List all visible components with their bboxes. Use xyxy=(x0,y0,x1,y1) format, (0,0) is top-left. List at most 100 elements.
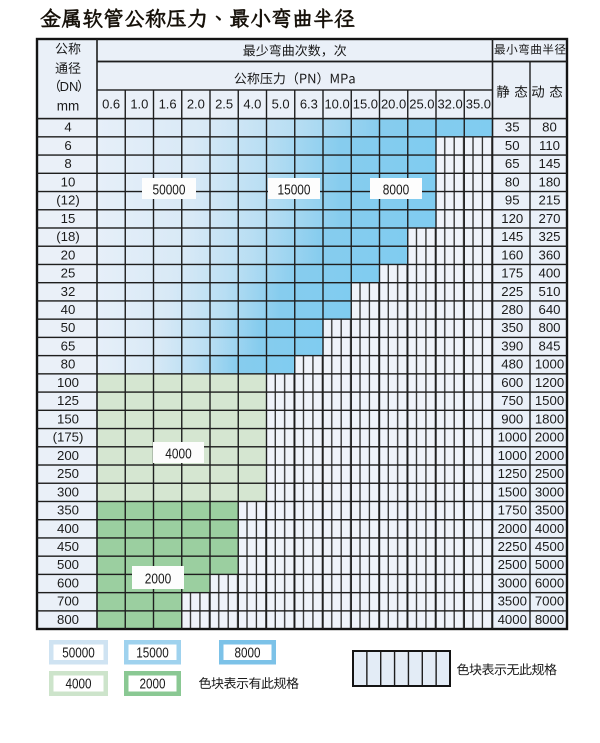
svg-text:8000: 8000 xyxy=(535,612,564,627)
svg-text:225: 225 xyxy=(501,284,523,299)
svg-text:4000: 4000 xyxy=(165,447,191,463)
svg-text:15.0: 15.0 xyxy=(353,96,378,111)
svg-text:1500: 1500 xyxy=(535,393,564,408)
svg-text:3000: 3000 xyxy=(535,484,564,499)
svg-text:0.6: 0.6 xyxy=(102,96,120,111)
svg-text:3500: 3500 xyxy=(498,594,527,609)
svg-text:35.0: 35.0 xyxy=(466,96,491,111)
svg-text:160: 160 xyxy=(501,247,523,262)
svg-text:2000: 2000 xyxy=(498,521,527,536)
svg-text:80: 80 xyxy=(505,174,520,189)
svg-text:25: 25 xyxy=(61,266,76,281)
svg-text:500: 500 xyxy=(57,557,79,572)
svg-text:900: 900 xyxy=(501,411,523,426)
svg-text:5000: 5000 xyxy=(535,557,564,572)
svg-text:360: 360 xyxy=(538,247,560,262)
svg-text:145: 145 xyxy=(538,156,560,171)
svg-text:15000: 15000 xyxy=(136,645,169,661)
svg-text:110: 110 xyxy=(539,138,560,153)
svg-text:120: 120 xyxy=(501,211,523,226)
svg-text:4.0: 4.0 xyxy=(243,96,261,111)
svg-text:2000: 2000 xyxy=(140,677,166,693)
svg-text:1800: 1800 xyxy=(535,411,564,426)
svg-text:325: 325 xyxy=(538,229,560,244)
svg-text:10: 10 xyxy=(61,174,76,189)
svg-text:4000: 4000 xyxy=(66,677,92,693)
svg-text:8000: 8000 xyxy=(235,645,261,661)
svg-text:50000: 50000 xyxy=(153,183,186,199)
svg-text:15: 15 xyxy=(61,211,76,226)
svg-text:280: 280 xyxy=(501,302,523,317)
svg-text:180: 180 xyxy=(538,174,560,189)
svg-text:35: 35 xyxy=(505,120,520,135)
svg-text:1000: 1000 xyxy=(498,448,527,463)
svg-text:8000: 8000 xyxy=(383,183,409,199)
svg-text:3500: 3500 xyxy=(535,503,564,518)
svg-text:50: 50 xyxy=(505,138,520,153)
svg-text:32.0: 32.0 xyxy=(437,96,462,111)
svg-text:1.0: 1.0 xyxy=(130,96,148,111)
svg-text:845: 845 xyxy=(538,338,560,353)
svg-text:65: 65 xyxy=(61,338,76,353)
svg-text:(18): (18) xyxy=(56,229,79,244)
svg-text:640: 640 xyxy=(538,302,560,317)
svg-text:2.0: 2.0 xyxy=(187,96,205,111)
svg-text:2.5: 2.5 xyxy=(215,96,233,111)
svg-text:300: 300 xyxy=(57,484,79,499)
svg-text:600: 600 xyxy=(57,575,79,590)
svg-text:6.3: 6.3 xyxy=(300,96,318,111)
svg-text:DN: DN xyxy=(60,79,79,94)
svg-text:510: 510 xyxy=(538,284,560,299)
svg-text:145: 145 xyxy=(501,229,523,244)
svg-text:150: 150 xyxy=(57,411,79,426)
svg-text:7000: 7000 xyxy=(535,594,564,609)
svg-text:1750: 1750 xyxy=(498,503,527,518)
svg-text:1250: 1250 xyxy=(498,466,527,481)
svg-text:4000: 4000 xyxy=(498,612,527,627)
svg-text:15000: 15000 xyxy=(278,183,311,199)
svg-text:250: 250 xyxy=(57,466,79,481)
svg-text:390: 390 xyxy=(501,338,523,353)
svg-text:10.0: 10.0 xyxy=(324,96,349,111)
svg-text:(175): (175) xyxy=(53,430,84,445)
svg-text:4000: 4000 xyxy=(535,521,564,536)
svg-text:mm: mm xyxy=(57,99,80,114)
svg-text:4500: 4500 xyxy=(535,539,564,554)
svg-text:2000: 2000 xyxy=(535,430,564,445)
svg-text:8: 8 xyxy=(64,156,71,171)
svg-text:40: 40 xyxy=(61,302,76,317)
svg-text:1200: 1200 xyxy=(535,375,564,390)
svg-text:20.0: 20.0 xyxy=(381,96,406,111)
svg-text:80: 80 xyxy=(542,120,557,135)
svg-text:6: 6 xyxy=(64,138,71,153)
svg-text:270: 270 xyxy=(538,211,560,226)
svg-text:80: 80 xyxy=(61,357,76,372)
svg-text:100: 100 xyxy=(57,375,79,390)
svg-text:95: 95 xyxy=(505,193,520,208)
svg-text:6000: 6000 xyxy=(535,575,564,590)
svg-text:215: 215 xyxy=(538,193,560,208)
svg-text:1000: 1000 xyxy=(498,430,527,445)
svg-text:700: 700 xyxy=(57,594,79,609)
svg-text:32: 32 xyxy=(61,284,76,299)
svg-text:750: 750 xyxy=(501,393,523,408)
svg-text:350: 350 xyxy=(501,320,523,335)
svg-text:480: 480 xyxy=(501,357,523,372)
svg-text:2500: 2500 xyxy=(498,557,527,572)
svg-text:(12): (12) xyxy=(56,193,79,208)
svg-text:800: 800 xyxy=(57,612,79,627)
svg-text:1.6: 1.6 xyxy=(159,96,177,111)
svg-text:50: 50 xyxy=(61,320,76,335)
svg-text:1500: 1500 xyxy=(498,484,527,499)
svg-text:800: 800 xyxy=(538,320,560,335)
svg-text:50000: 50000 xyxy=(62,645,95,661)
svg-text:1000: 1000 xyxy=(535,357,564,372)
svg-text:200: 200 xyxy=(57,448,79,463)
svg-text:400: 400 xyxy=(538,266,560,281)
svg-text:2500: 2500 xyxy=(535,466,564,481)
svg-text:2250: 2250 xyxy=(498,539,527,554)
svg-text:175: 175 xyxy=(501,266,523,281)
svg-text:5.0: 5.0 xyxy=(272,96,290,111)
svg-text:20: 20 xyxy=(61,247,76,262)
svg-text:65: 65 xyxy=(505,156,520,171)
